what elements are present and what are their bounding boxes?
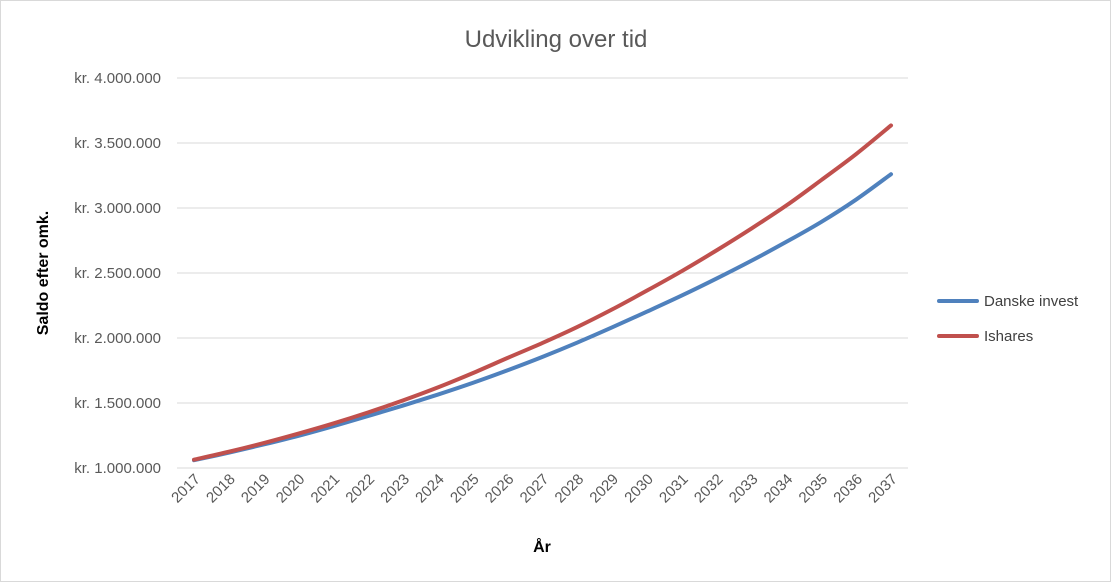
x-tick-label: 2027 xyxy=(517,471,553,507)
x-tick-label: 2017 xyxy=(168,471,204,507)
x-tick-label: 2024 xyxy=(412,471,448,507)
x-tick-label: 2031 xyxy=(656,471,692,507)
x-tick-label: 2029 xyxy=(586,471,622,507)
x-tick-label: 2030 xyxy=(621,471,657,507)
x-tick-label: 2036 xyxy=(830,471,866,507)
y-axis-title: Saldo efter omk. xyxy=(35,211,52,335)
x-tick-label: 2037 xyxy=(865,471,901,507)
x-tick-label: 2023 xyxy=(377,471,413,507)
x-tick-label: 2032 xyxy=(691,471,727,507)
y-tick-label: kr. 3.500.000 xyxy=(74,135,161,152)
x-tick-label: 2035 xyxy=(796,471,832,507)
x-tick-label: 2019 xyxy=(238,471,274,507)
x-axis-title: År xyxy=(533,537,551,556)
series-line-2 xyxy=(192,123,893,462)
y-tick-label: kr. 1.000.000 xyxy=(74,460,161,477)
chart-title: Udvikling over tid xyxy=(465,26,648,53)
x-tick-label: 2018 xyxy=(203,471,239,507)
x-tick-label: 2020 xyxy=(273,471,309,507)
y-tick-label: kr. 1.500.000 xyxy=(74,395,161,412)
y-axis-ticks: kr. 1.000.000 kr. 1.500.000 kr. 2.000.000 k… xyxy=(74,70,161,477)
x-tick-label: 2028 xyxy=(552,471,588,507)
y-tick-label: kr. 4.000.000 xyxy=(74,70,161,87)
legend: Danske invest Ishares xyxy=(937,293,1079,345)
x-tick-label: 2033 xyxy=(726,471,762,507)
series-lines xyxy=(192,123,893,463)
x-tick-label: 2026 xyxy=(482,471,518,507)
series-line-1 xyxy=(192,172,893,463)
legend-label: Ishares xyxy=(984,328,1033,345)
y-tick-label: kr. 2.000.000 xyxy=(74,330,161,347)
x-tick-label: 2034 xyxy=(761,471,797,507)
x-tick-label: 2025 xyxy=(447,471,483,507)
x-tick-label: 2022 xyxy=(342,471,378,507)
y-tick-label: kr. 3.000.000 xyxy=(74,200,161,217)
gridlines xyxy=(177,77,908,469)
legend-label: Danske invest xyxy=(984,293,1079,310)
y-tick-label: kr. 2.500.000 xyxy=(74,265,161,282)
x-tick-label: 2021 xyxy=(308,471,344,507)
x-axis-ticks: 2017 2018 2019 2020 2021 2022 2023 2024 2025 2026… xyxy=(168,471,901,507)
